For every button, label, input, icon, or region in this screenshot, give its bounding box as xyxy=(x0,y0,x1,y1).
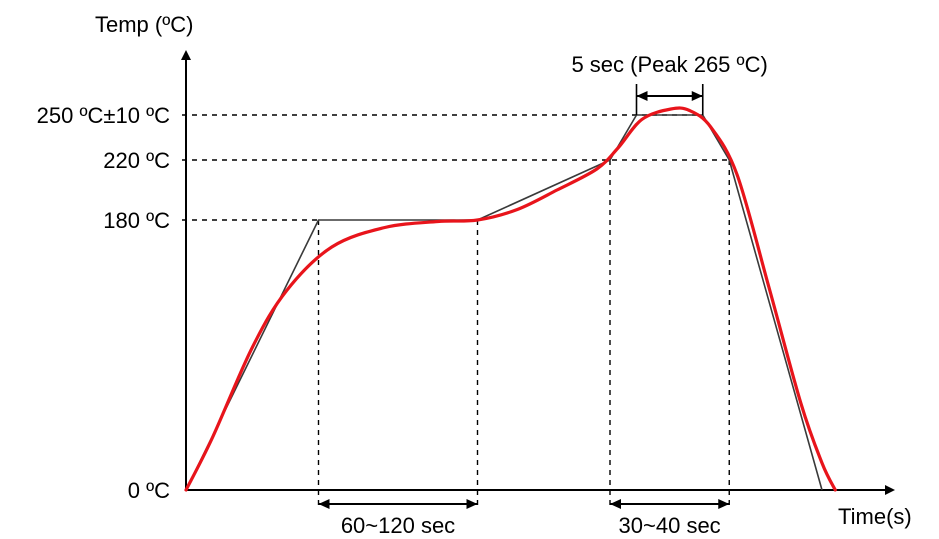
y-tick-label: 180 ºC xyxy=(103,208,170,233)
y-tick-label: 250 ºC±10 ºC xyxy=(37,103,170,128)
arrowhead-right xyxy=(718,499,730,509)
preheat-duration-arrow xyxy=(318,499,478,509)
peak-duration-label: 5 sec (Peak 265 ºC) xyxy=(571,52,767,77)
arrowhead-right xyxy=(691,91,703,101)
x-axis-label: Time(s) xyxy=(838,504,912,529)
reflow-duration-label: 30~40 sec xyxy=(619,513,721,538)
actual-profile-curve xyxy=(184,106,837,492)
y-tick-label: 0 ºC xyxy=(128,478,170,503)
y-axis-label: Temp (ºC) xyxy=(95,12,193,37)
ideal-profile-line xyxy=(185,114,823,491)
reflow-duration-arrow xyxy=(610,499,730,509)
arrowhead-right xyxy=(466,499,478,509)
y-tick-label: 220 ºC xyxy=(103,148,170,173)
preheat-duration-label: 60~120 sec xyxy=(341,513,455,538)
arrowhead-left xyxy=(318,499,330,509)
arrowhead-left xyxy=(610,499,621,509)
arrowhead-left xyxy=(636,91,648,101)
peak-duration-arrow xyxy=(635,84,704,115)
